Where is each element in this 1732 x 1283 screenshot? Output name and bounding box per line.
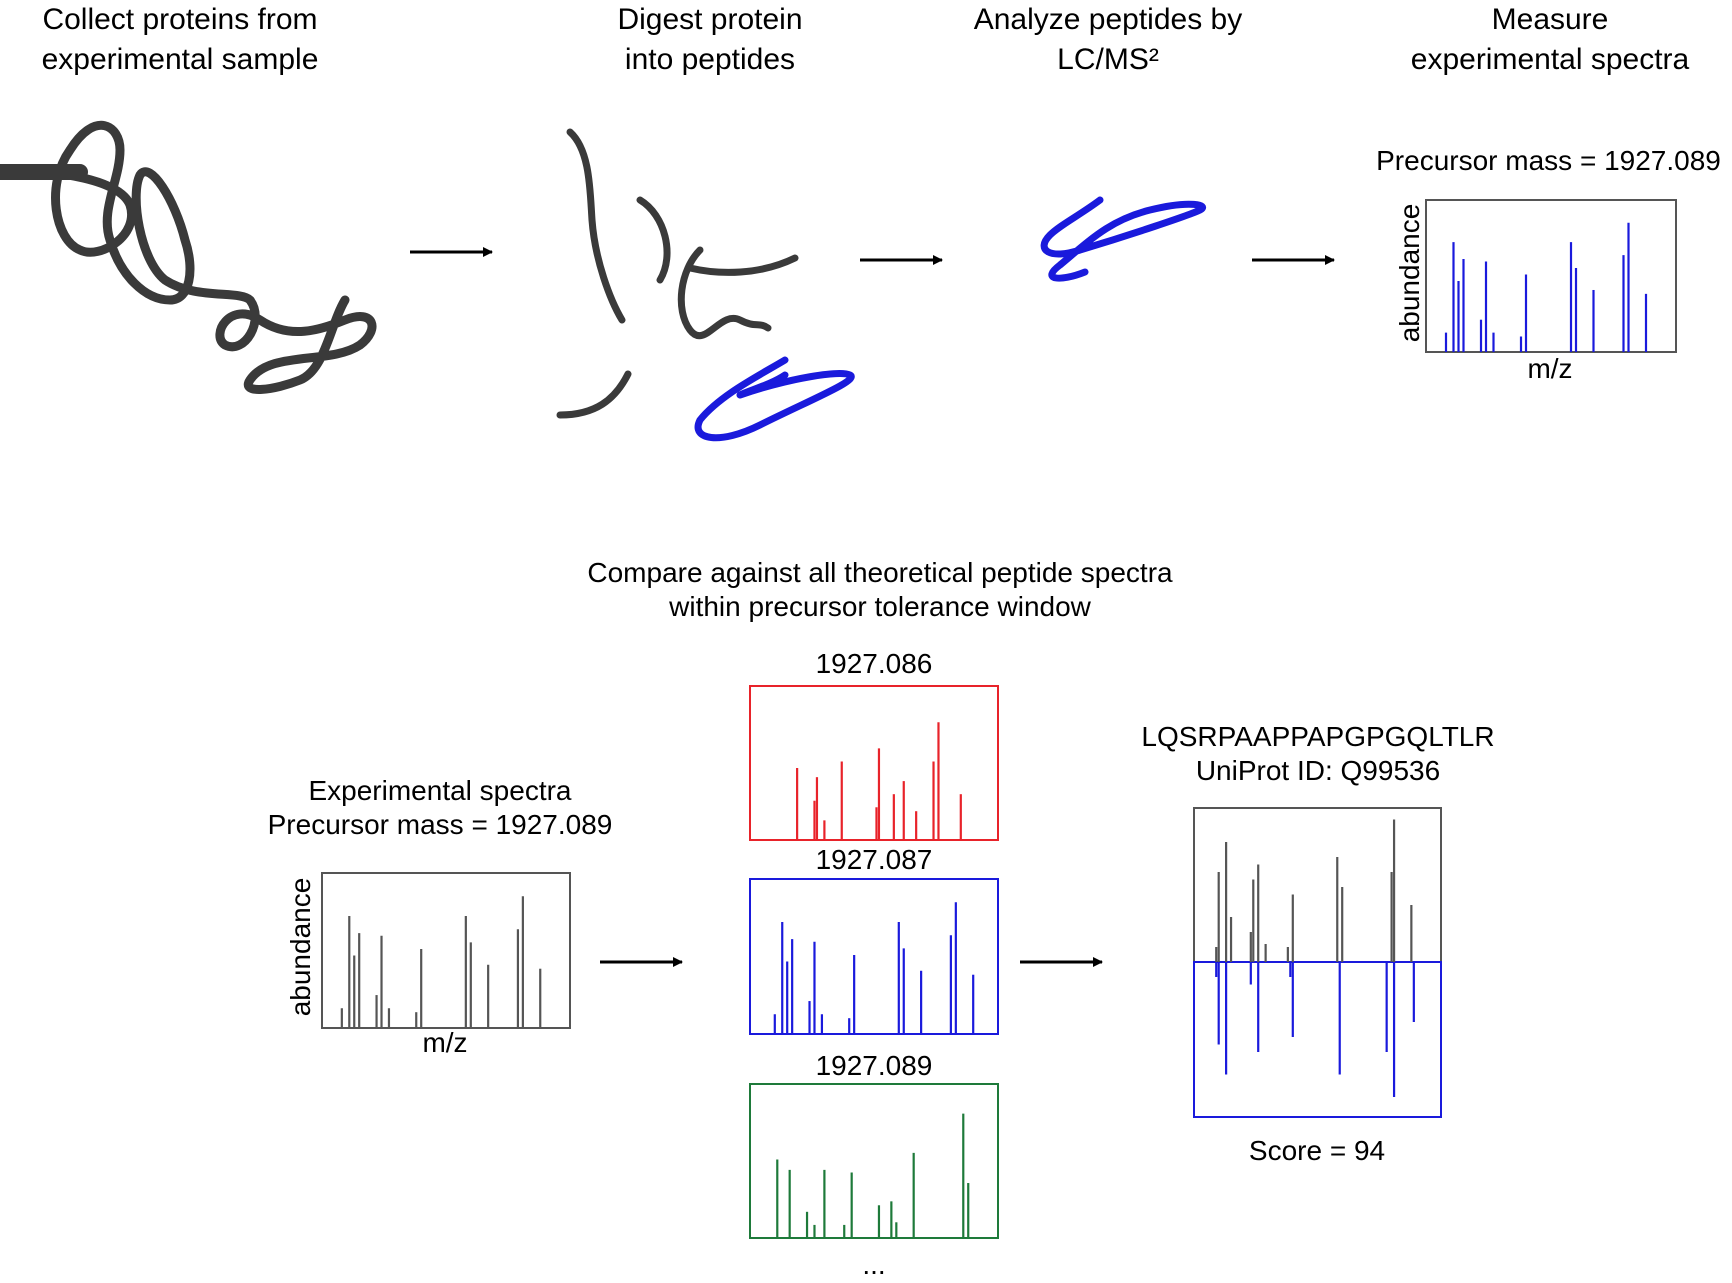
protein-illustration bbox=[0, 120, 377, 394]
candidate-frame-2 bbox=[749, 878, 999, 1035]
compare-heading: Compare against all theoretical peptide … bbox=[520, 556, 1240, 624]
candidate-frame-1 bbox=[749, 685, 999, 841]
top-precursor-label: Precursor mass = 1927.089 bbox=[1376, 145, 1721, 176]
experimental-precursor: Precursor mass = 1927.089 bbox=[267, 809, 613, 840]
candidate-mass-3: 1927.089 bbox=[815, 1050, 933, 1081]
result-uniprot: UniProt ID: Q99536 bbox=[1195, 755, 1441, 786]
step-1-line2: experimental sample bbox=[41, 43, 319, 76]
candidate-mass-1: 1927.086 bbox=[815, 648, 933, 679]
result-score: Score = 94 bbox=[1248, 1135, 1386, 1166]
mirror-frame-bottom bbox=[1193, 961, 1442, 1118]
step-2-line2: into peptides bbox=[624, 43, 796, 76]
step-3-line1: Analyze peptides by bbox=[973, 3, 1243, 36]
top-xlabel: m/z bbox=[1527, 353, 1573, 384]
candidate-peaks-2 bbox=[773, 902, 975, 1034]
candidate-peaks-3 bbox=[776, 1113, 970, 1238]
candidate-mass-2: 1927.087 bbox=[815, 844, 933, 875]
experimental-spectrum-peaks bbox=[340, 896, 542, 1028]
experimental-heading: Experimental spectra Precursor mass = 19… bbox=[240, 774, 640, 842]
experimental-title: Experimental spectra bbox=[308, 775, 572, 806]
experimental-xlabel: m/z bbox=[422, 1027, 468, 1058]
top-spectrum-peaks bbox=[1444, 222, 1648, 352]
compare-line2: within precursor tolerance window bbox=[669, 591, 1091, 622]
experimental-ylabel: abundance bbox=[285, 877, 316, 1017]
compare-line1: Compare against all theoretical peptide … bbox=[587, 557, 1173, 588]
mirror-peaks bbox=[1215, 819, 1415, 1097]
step-3-line2: LC/MS² bbox=[1057, 43, 1159, 76]
result-heading: LQSRPAAPPAPGPGQLTLR UniProt ID: Q99536 bbox=[1100, 720, 1536, 788]
step-4-line1: Measure bbox=[1491, 3, 1609, 36]
top-spectrum-frame bbox=[1425, 199, 1677, 353]
step-2-title: Digest protein into peptides bbox=[560, 0, 860, 80]
candidate-peaks-1 bbox=[796, 722, 962, 840]
step-4-title: Measure experimental spectra bbox=[1390, 0, 1710, 80]
step-2-line1: Digest protein bbox=[617, 3, 803, 36]
result-peptide: LQSRPAAPPAPGPGQLTLR bbox=[1141, 721, 1495, 752]
top-ylabel: abundance bbox=[1394, 203, 1425, 343]
step-3-title: Analyze peptides by LC/MS² bbox=[948, 0, 1268, 80]
step-4-line2: experimental spectra bbox=[1410, 43, 1690, 76]
candidate-frame-3 bbox=[749, 1083, 999, 1239]
peptide-highlight-small bbox=[694, 356, 855, 442]
analyzed-peptide bbox=[1040, 196, 1206, 282]
peptide-fragments bbox=[556, 128, 799, 419]
experimental-spectrum-frame bbox=[321, 872, 571, 1029]
step-1-title: Collect proteins from experimental sampl… bbox=[10, 0, 350, 80]
step-1-line1: Collect proteins from bbox=[42, 3, 318, 36]
ellipsis: ... bbox=[862, 1249, 886, 1280]
